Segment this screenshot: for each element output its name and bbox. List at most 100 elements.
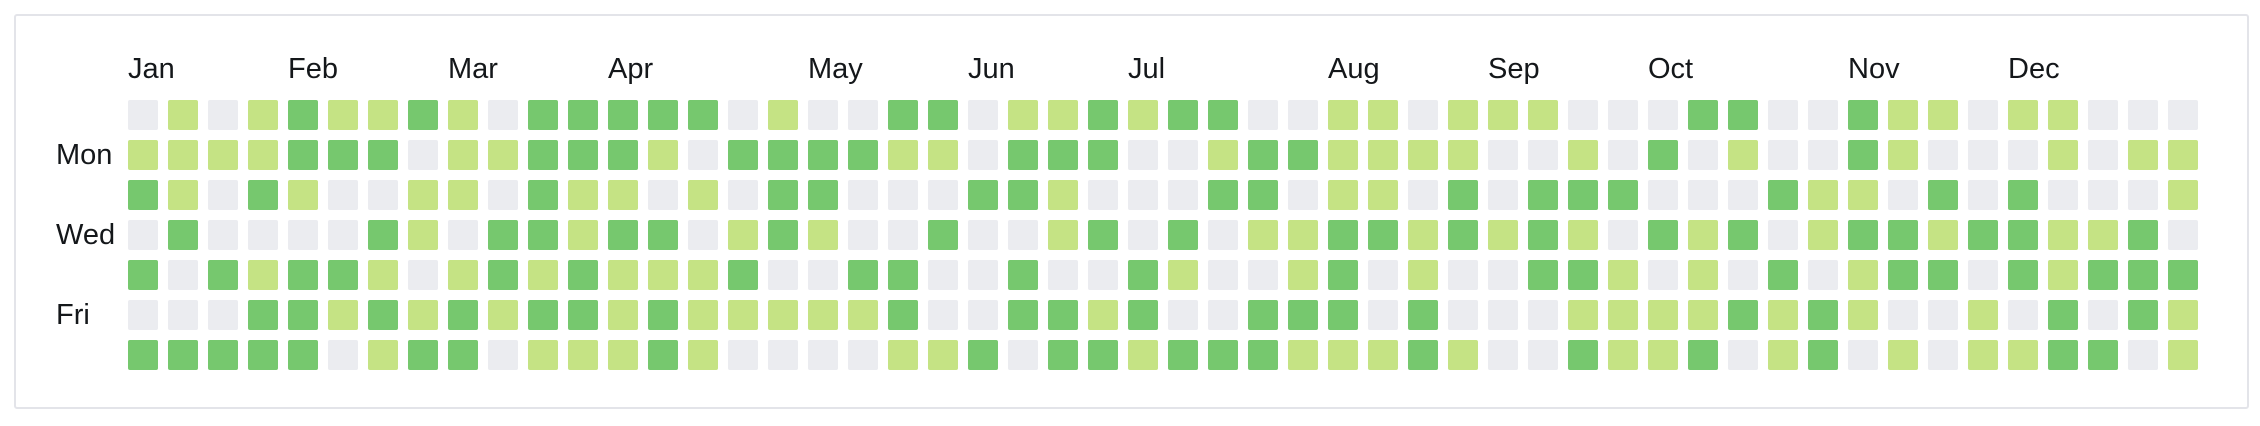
contribution-cell[interactable] [1528,300,1558,330]
contribution-cell[interactable] [1008,140,1038,170]
contribution-cell[interactable] [1728,220,1758,250]
contribution-cell[interactable] [288,340,318,370]
contribution-cell[interactable] [888,260,918,290]
contribution-cell[interactable] [1688,220,1718,250]
contribution-cell[interactable] [1328,340,1358,370]
contribution-cell[interactable] [168,220,198,250]
contribution-cell[interactable] [1768,220,1798,250]
contribution-cell[interactable] [1928,260,1958,290]
contribution-cell[interactable] [1448,140,1478,170]
contribution-cell[interactable] [1208,300,1238,330]
contribution-cell[interactable] [1728,340,1758,370]
contribution-cell[interactable] [1248,140,1278,170]
contribution-cell[interactable] [528,140,558,170]
contribution-cell[interactable] [488,340,518,370]
contribution-cell[interactable] [688,260,718,290]
contribution-cell[interactable] [1008,180,1038,210]
contribution-cell[interactable] [2088,180,2118,210]
contribution-cell[interactable] [1488,180,1518,210]
contribution-cell[interactable] [208,340,238,370]
contribution-cell[interactable] [968,140,998,170]
contribution-cell[interactable] [1968,180,1998,210]
contribution-cell[interactable] [1248,340,1278,370]
contribution-cell[interactable] [1568,340,1598,370]
contribution-cell[interactable] [688,140,718,170]
contribution-cell[interactable] [2168,300,2198,330]
contribution-cell[interactable] [1048,340,1078,370]
contribution-cell[interactable] [1728,260,1758,290]
contribution-cell[interactable] [1808,220,1838,250]
contribution-cell[interactable] [408,300,438,330]
contribution-cell[interactable] [1288,300,1318,330]
contribution-cell[interactable] [1648,220,1678,250]
contribution-cell[interactable] [808,180,838,210]
contribution-cell[interactable] [1808,300,1838,330]
contribution-cell[interactable] [448,220,478,250]
contribution-cell[interactable] [808,340,838,370]
contribution-cell[interactable] [888,220,918,250]
contribution-cell[interactable] [1848,300,1878,330]
contribution-cell[interactable] [2008,100,2038,130]
contribution-cell[interactable] [1208,140,1238,170]
contribution-cell[interactable] [1768,140,1798,170]
contribution-cell[interactable] [328,180,358,210]
contribution-cell[interactable] [1808,100,1838,130]
contribution-cell[interactable] [1008,220,1038,250]
contribution-cell[interactable] [1328,140,1358,170]
contribution-cell[interactable] [1248,100,1278,130]
contribution-cell[interactable] [1648,180,1678,210]
contribution-cell[interactable] [368,220,398,250]
contribution-cell[interactable] [128,220,158,250]
contribution-cell[interactable] [1128,300,1158,330]
contribution-cell[interactable] [1568,260,1598,290]
contribution-cell[interactable] [768,260,798,290]
contribution-cell[interactable] [1288,100,1318,130]
contribution-cell[interactable] [568,260,598,290]
contribution-cell[interactable] [208,300,238,330]
contribution-cell[interactable] [968,180,998,210]
contribution-cell[interactable] [1128,180,1158,210]
contribution-cell[interactable] [2088,300,2118,330]
contribution-cell[interactable] [1568,300,1598,330]
contribution-cell[interactable] [1608,340,1638,370]
contribution-cell[interactable] [1168,100,1198,130]
contribution-cell[interactable] [1848,220,1878,250]
contribution-cell[interactable] [1608,300,1638,330]
contribution-cell[interactable] [848,260,878,290]
contribution-cell[interactable] [2088,260,2118,290]
contribution-cell[interactable] [288,100,318,130]
contribution-cell[interactable] [728,260,758,290]
contribution-cell[interactable] [2128,220,2158,250]
contribution-cell[interactable] [448,260,478,290]
contribution-cell[interactable] [808,140,838,170]
contribution-cell[interactable] [928,260,958,290]
contribution-cell[interactable] [1328,100,1358,130]
contribution-cell[interactable] [568,340,598,370]
contribution-cell[interactable] [208,220,238,250]
contribution-cell[interactable] [1048,180,1078,210]
contribution-cell[interactable] [2048,220,2078,250]
contribution-cell[interactable] [2048,100,2078,130]
contribution-cell[interactable] [1048,100,1078,130]
contribution-cell[interactable] [2168,100,2198,130]
contribution-cell[interactable] [1568,180,1598,210]
contribution-cell[interactable] [2008,180,2038,210]
contribution-cell[interactable] [368,260,398,290]
contribution-cell[interactable] [328,300,358,330]
contribution-cell[interactable] [528,260,558,290]
contribution-cell[interactable] [848,100,878,130]
contribution-cell[interactable] [168,100,198,130]
contribution-cell[interactable] [608,140,638,170]
contribution-cell[interactable] [728,100,758,130]
contribution-cell[interactable] [1368,300,1398,330]
contribution-cell[interactable] [2008,260,2038,290]
contribution-cell[interactable] [928,220,958,250]
contribution-cell[interactable] [1088,260,1118,290]
contribution-cell[interactable] [2088,220,2118,250]
contribution-cell[interactable] [1648,340,1678,370]
contribution-cell[interactable] [248,100,278,130]
contribution-cell[interactable] [928,140,958,170]
contribution-cell[interactable] [1128,260,1158,290]
contribution-cell[interactable] [1968,140,1998,170]
contribution-cell[interactable] [1248,180,1278,210]
